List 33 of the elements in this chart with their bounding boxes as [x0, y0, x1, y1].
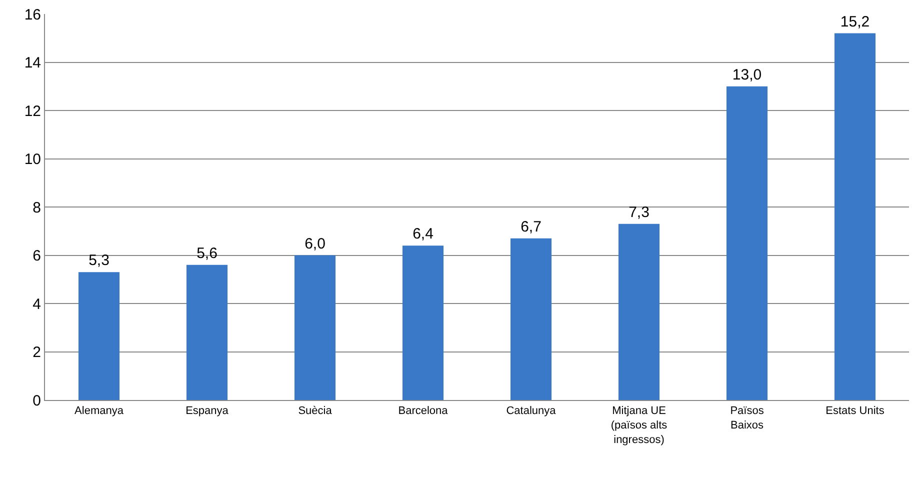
bar	[402, 246, 444, 400]
y-tick-label: 6	[32, 248, 41, 264]
data-label: 6,7	[520, 218, 542, 236]
x-tick-label: Barcelona	[398, 405, 449, 418]
bar	[78, 272, 120, 400]
x-tick-label: Catalunya	[506, 405, 557, 418]
data-label: 5,6	[196, 244, 218, 262]
bar	[618, 224, 660, 400]
x-tick-label: Espanya	[186, 405, 230, 418]
data-label: 7,3	[628, 204, 650, 221]
bar	[186, 264, 228, 400]
x-tick-label: Països Baixos	[730, 405, 764, 432]
y-tick-label: 12	[24, 102, 41, 120]
bar	[294, 255, 336, 400]
bar	[726, 86, 768, 400]
data-label: 13,0	[732, 66, 762, 84]
y-tick-label: 10	[24, 151, 41, 168]
x-tick-label: Estats Units	[826, 405, 885, 418]
x-tick-label: Mitjana UE (països alts ingressos)	[610, 405, 668, 446]
data-label: 15,2	[840, 13, 870, 30]
x-tick-label: Alemanya	[74, 405, 124, 418]
y-tick-label: 16	[24, 6, 41, 24]
data-label: 6,0	[304, 235, 326, 252]
data-label: 5,3	[88, 252, 110, 270]
bar	[834, 33, 876, 400]
x-tick-label: Suècia	[298, 405, 333, 418]
y-tick-label: 2	[32, 344, 41, 361]
bar	[510, 238, 552, 400]
y-tick-label: 4	[32, 296, 41, 313]
y-tick-label: 14	[24, 54, 41, 72]
y-tick-label: 0	[32, 392, 41, 410]
y-tick-label: 8	[32, 199, 41, 216]
data-label: 6,4	[412, 226, 434, 243]
